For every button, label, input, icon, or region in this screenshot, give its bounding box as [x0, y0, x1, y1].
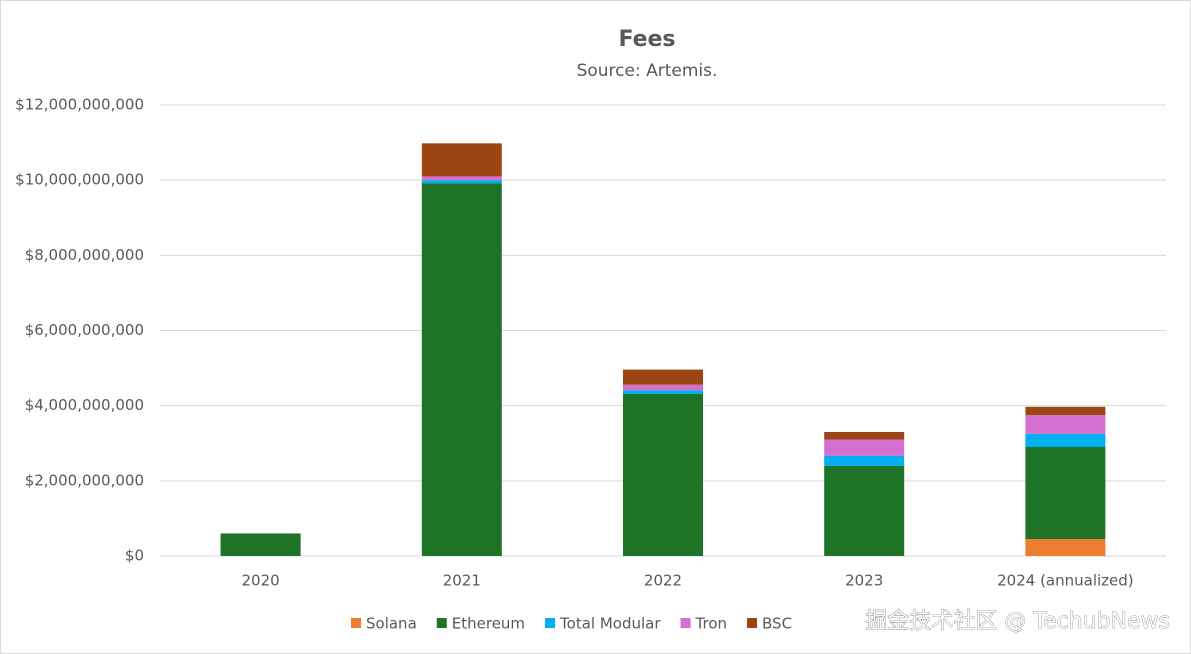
chart-title: Fees	[618, 27, 675, 52]
bar-segment	[1025, 406, 1106, 416]
legend-label: Total Modular	[559, 615, 661, 633]
bar-segment	[623, 390, 703, 395]
bar-segment	[1025, 433, 1106, 448]
bars: 2020 2021 2022 2023 2024 (annualized)	[220, 143, 1134, 590]
bar-segment	[421, 143, 502, 177]
legend-swatch	[351, 618, 361, 628]
bar-segment	[623, 369, 703, 385]
bar-segment	[421, 180, 502, 184]
bar-segment	[421, 183, 502, 556]
legend-label: Ethereum	[452, 615, 525, 633]
y-tick-label: $2,000,000,000	[25, 471, 144, 489]
legend-label: BSC	[762, 615, 792, 633]
bar-segment	[623, 394, 703, 556]
legend: Solana Ethereum Total Modular Tron BSC	[351, 615, 792, 633]
legend-swatch	[680, 618, 691, 628]
y-tick-label: $12,000,000,000	[15, 96, 144, 114]
y-tick-label: $4,000,000,000	[25, 396, 144, 414]
y-tick-label: $6,000,000,000	[25, 321, 144, 339]
legend-label: Solana	[366, 615, 417, 633]
x-tick-label: 2021	[443, 572, 481, 590]
bar-segment	[220, 533, 301, 556]
bar-segment	[1025, 415, 1106, 434]
bar-segment	[824, 431, 905, 440]
x-tick-label: 2022	[644, 572, 682, 590]
watermark: 掘金技术社区 @ TechubNews	[865, 609, 1170, 634]
legend-label: Tron	[695, 615, 727, 633]
grid: $0 $2,000,000,000 $4,000,000,000 $6,000,000…	[15, 96, 1166, 565]
bar-segment	[1025, 447, 1106, 540]
bar-segment	[824, 465, 905, 556]
x-tick-label: 2023	[845, 572, 883, 590]
bar-segment	[824, 455, 905, 466]
chart-subtitle: Source: Artemis.	[577, 61, 718, 81]
legend-swatch	[747, 618, 758, 628]
bar-segment	[421, 176, 502, 181]
bar-segment	[623, 384, 703, 391]
legend-swatch	[545, 618, 556, 628]
y-tick-label: $10,000,000,000	[15, 171, 144, 189]
y-tick-label: $8,000,000,000	[25, 246, 144, 264]
x-tick-label: 2020	[242, 572, 280, 590]
bar-segment	[1025, 539, 1106, 556]
bar-segment	[824, 439, 905, 456]
y-tick-label: $0	[125, 547, 144, 565]
x-tick-label: 2024 (annualized)	[997, 572, 1134, 590]
legend-swatch	[436, 618, 447, 628]
